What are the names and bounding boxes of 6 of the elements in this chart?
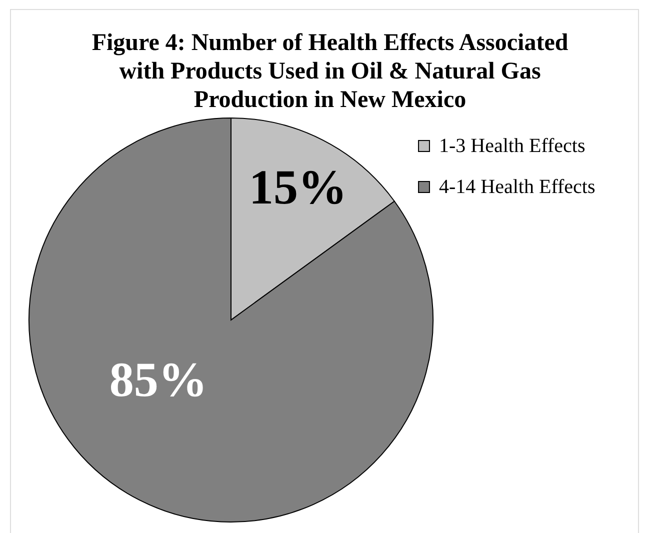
chart-title: Figure 4: Number of Health Effects Associated with Products Used in Oil & Natural Gas Production in New Mexico [92,30,569,113]
data-label: 15% [248,160,347,215]
data-label: 85% [109,352,208,408]
legend-label: 4-14 Health Effects [439,176,596,198]
pie-slice [28,118,434,522]
legend-label: 1-3 Health Effects [439,135,586,157]
